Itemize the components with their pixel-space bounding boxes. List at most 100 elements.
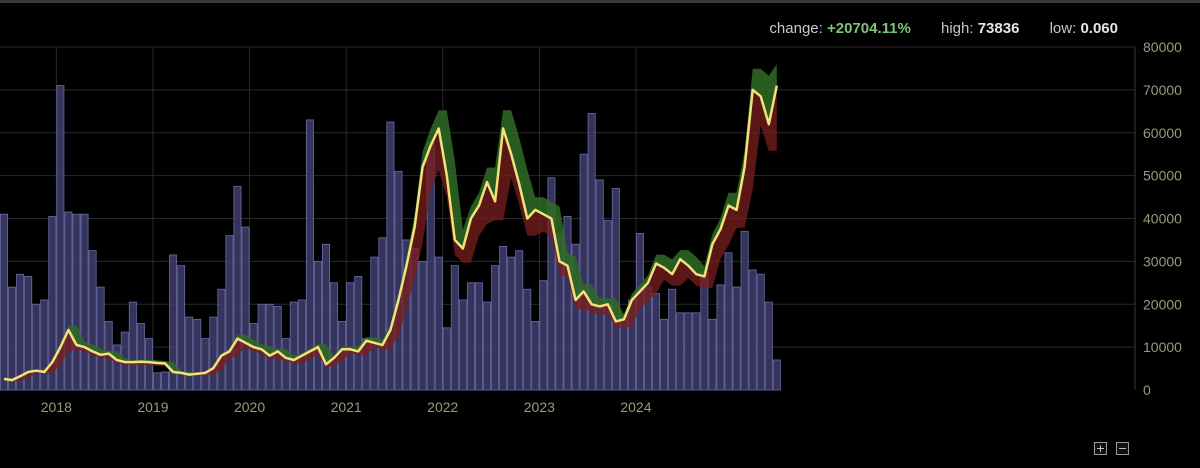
y-tick-label: 40000 xyxy=(1143,211,1182,227)
x-tick-label: 2023 xyxy=(524,399,555,415)
change-value: +20704.11% xyxy=(826,20,911,37)
volume-bar xyxy=(56,85,65,391)
volume-bar xyxy=(748,269,757,391)
volume-bar xyxy=(772,359,781,391)
volume-bar xyxy=(474,282,483,391)
volume-bar xyxy=(740,230,749,391)
volume-bar xyxy=(330,282,339,391)
volume-bar xyxy=(305,119,314,391)
volume-bar xyxy=(700,271,709,391)
top-border xyxy=(0,0,1200,3)
volume-bar xyxy=(40,299,49,391)
volume-bar xyxy=(177,265,186,391)
x-tick-label: 2018 xyxy=(41,399,72,415)
x-tick-label: 2024 xyxy=(620,399,651,415)
volume-bar xyxy=(507,256,516,391)
high-stat: high: 73836 xyxy=(941,20,1024,37)
volume-bar xyxy=(32,303,41,391)
volume-bar xyxy=(531,320,540,391)
high-value: 73836 xyxy=(977,20,1020,37)
volume-bar xyxy=(724,252,733,391)
volume-bar xyxy=(72,213,81,391)
volume-bar xyxy=(563,215,572,391)
volume-bar xyxy=(539,280,548,391)
volume-bar xyxy=(499,245,508,391)
low-stat: low: 0.060 xyxy=(1050,20,1118,37)
change-stat: change: +20704.11% xyxy=(769,20,915,37)
volume-bar xyxy=(64,211,73,391)
volume-bar xyxy=(152,372,161,391)
volume-bar xyxy=(611,188,620,391)
volume-bar xyxy=(692,312,701,391)
volume-bar xyxy=(442,327,451,391)
volume-bar xyxy=(217,288,226,391)
volume-bar xyxy=(660,318,669,391)
volume-bar xyxy=(297,299,306,391)
volume-bar xyxy=(169,254,178,391)
price-line-group xyxy=(3,85,779,382)
volume-bar xyxy=(547,177,556,391)
volume-bar xyxy=(370,256,379,391)
stats-bar: change: +20704.11% high: 73836 low: 0.06… xyxy=(743,20,1118,37)
volume-bar xyxy=(161,371,169,391)
volume-bar xyxy=(450,265,459,391)
volume-bar xyxy=(48,215,57,391)
low-label: low: xyxy=(1049,20,1077,37)
volume-bar xyxy=(708,318,717,391)
volume-bar xyxy=(418,260,427,391)
volume-bar xyxy=(80,213,89,391)
volume-bar xyxy=(716,284,725,391)
volume-bar xyxy=(136,323,145,391)
volume-bar xyxy=(346,282,355,391)
volume-bar xyxy=(587,113,596,391)
volume-bar xyxy=(185,316,194,391)
x-tick-label: 2021 xyxy=(331,399,362,415)
volume-bar xyxy=(201,338,210,391)
x-tick-label: 2022 xyxy=(427,399,458,415)
volume-bar xyxy=(249,323,258,391)
volume-bar xyxy=(732,286,741,391)
volume-bar xyxy=(313,260,322,391)
volume-bar xyxy=(676,312,685,391)
volume-bar xyxy=(491,265,500,391)
volume-bar xyxy=(16,273,25,391)
y-tick-label: 30000 xyxy=(1143,253,1182,269)
volume-bar xyxy=(595,179,604,391)
high-label: high: xyxy=(941,20,974,37)
y-tick-label: 70000 xyxy=(1143,82,1182,98)
price-band-down xyxy=(4,85,777,382)
volume-bar xyxy=(394,170,403,391)
volume-bar xyxy=(281,338,290,391)
y-tick-label: 60000 xyxy=(1143,125,1182,141)
low-value: 0.060 xyxy=(1080,20,1118,37)
volume-bar xyxy=(515,250,524,391)
y-tick-label: 10000 xyxy=(1143,339,1182,355)
volume-bar xyxy=(378,237,387,391)
y-tick-label: 20000 xyxy=(1143,296,1182,312)
x-axis-ticks: 2018 2019 2020 2021 2022 2023 2024 xyxy=(41,399,652,415)
volume-bar xyxy=(684,312,693,391)
volume-bar xyxy=(652,293,661,391)
volume-bar xyxy=(193,318,202,391)
volume-bar xyxy=(764,301,773,391)
volume-bar xyxy=(523,288,532,391)
zoom-in-button[interactable]: + xyxy=(1094,442,1107,455)
volume-bar xyxy=(354,275,363,391)
volume-bar xyxy=(209,316,218,391)
volume-bar xyxy=(571,243,580,391)
volume-bar xyxy=(225,235,234,391)
volume-bar xyxy=(233,185,242,391)
zoom-out-button[interactable]: − xyxy=(1116,442,1129,455)
volume-bar xyxy=(756,273,765,391)
volume-bar xyxy=(289,301,298,391)
x-tick-label: 2019 xyxy=(137,399,168,415)
y-tick-label: 50000 xyxy=(1143,168,1182,184)
volume-bar xyxy=(88,250,97,391)
volume-bar xyxy=(322,243,331,391)
volume-bar xyxy=(241,226,250,391)
y-tick-label: 0 xyxy=(1143,382,1151,398)
volume-bars xyxy=(0,85,781,391)
change-label: change: xyxy=(769,20,823,37)
volume-bar xyxy=(458,299,467,391)
